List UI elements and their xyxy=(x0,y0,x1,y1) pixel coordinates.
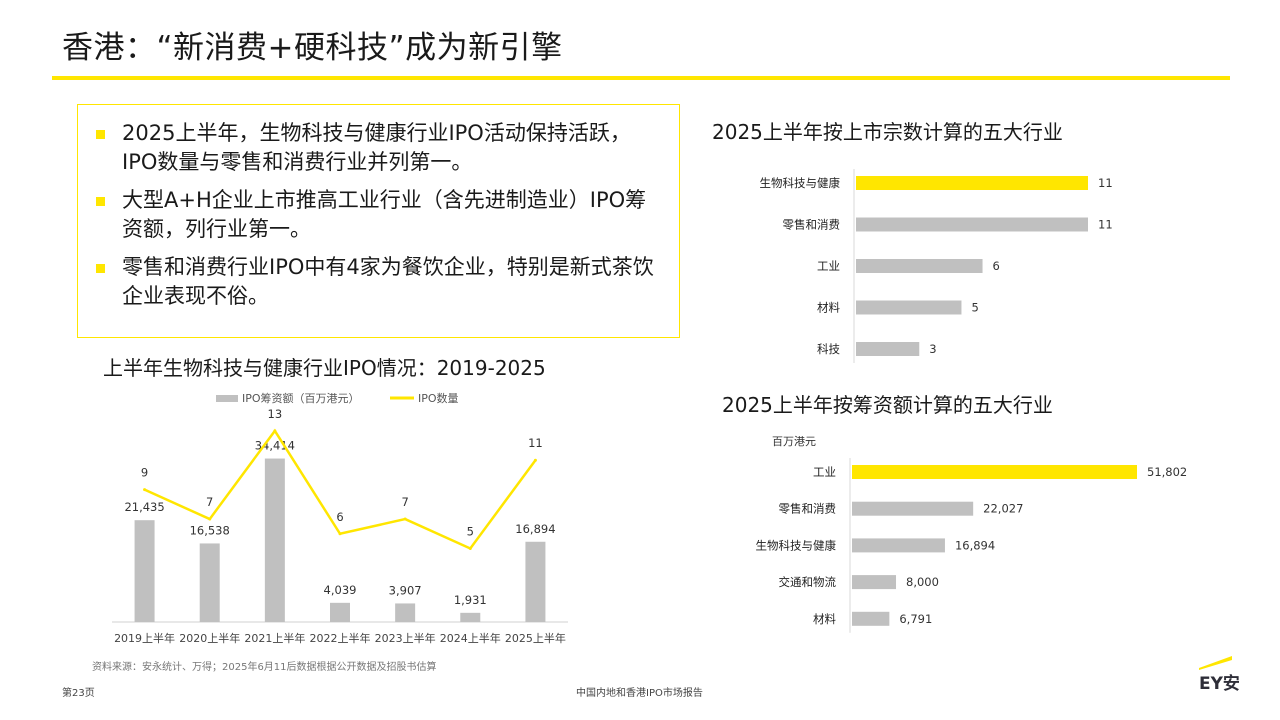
category-label: 生物科技与健康 xyxy=(756,538,837,552)
bar-data-label: 22,027 xyxy=(983,502,1023,516)
bar-ipo-funds xyxy=(134,520,155,622)
line-point xyxy=(143,488,147,492)
line-data-label: 7 xyxy=(206,495,213,509)
bar-ipo-funds xyxy=(525,541,546,622)
bar-data-label: 51,802 xyxy=(1147,465,1187,479)
bullet-text: 2025上半年，生物科技与健康行业IPO活动保持活跃，IPO数量与零售和消费行业… xyxy=(122,121,631,174)
bar xyxy=(856,300,962,315)
page-number: 第23页 xyxy=(62,688,95,699)
line-data-label: 9 xyxy=(141,466,148,480)
bullet-item: 2025上半年，生物科技与健康行业IPO活动保持活跃，IPO数量与零售和消费行业… xyxy=(96,119,665,177)
x-tick-label: 2023上半年 xyxy=(375,631,436,645)
x-tick-label: 2021上半年 xyxy=(244,631,305,645)
bar-data-label: 11 xyxy=(1098,218,1113,232)
bar xyxy=(856,217,1088,232)
report-name: 中国内地和香港IPO市场报告 xyxy=(576,688,703,699)
bar-data-label: 16,538 xyxy=(190,523,230,537)
bullet-item: 大型A+H企业上市推高工业行业（含先进制造业）IPO筹资额，列行业第一。 xyxy=(96,186,665,244)
bullet-item: 零售和消费行业IPO中有4家为餐饮企业，特别是新式茶饮企业表现不俗。 xyxy=(96,253,665,311)
count-chart-title: 2025上半年按上市宗数计算的五大行业 xyxy=(712,120,1063,144)
category-label: 材料 xyxy=(813,612,836,626)
legend-line-label: IPO数量 xyxy=(418,392,459,405)
x-tick-label: 2025上半年 xyxy=(505,631,566,645)
bullet-square-icon xyxy=(96,130,105,139)
bar-ipo-funds xyxy=(460,612,481,622)
bar xyxy=(852,611,890,626)
title-underline xyxy=(52,76,1230,80)
category-label: 交通和物流 xyxy=(779,575,837,589)
line-point xyxy=(273,429,277,433)
x-tick-label: 2020上半年 xyxy=(179,631,240,645)
unit-label: 百万港元 xyxy=(772,435,816,448)
page-title: 香港：“新消费+硬科技”成为新引擎 xyxy=(62,30,563,66)
ey-logo-text: EY安永 xyxy=(1199,673,1239,692)
bar-ipo-funds xyxy=(330,602,350,622)
legend-bar-label: IPO筹资额（百万港元） xyxy=(242,391,360,405)
biotech-ipo-combo-chart: IPO筹资额（百万港元） IPO数量 21,435 2019上半年 16,538 2020… xyxy=(112,391,568,645)
bullet-text: 大型A+H企业上市推高工业行业（含先进制造业）IPO筹资额，列行业第一。 xyxy=(122,188,647,241)
line-data-label: 13 xyxy=(268,407,283,421)
bar-data-label: 6 xyxy=(993,259,1000,273)
bar-ipo-funds xyxy=(199,543,220,622)
bar-data-label: 8,000 xyxy=(906,575,939,589)
top5-by-count-chart: 生物科技与健康 11 零售和消费 11 工业 6 材料 5 科技 3 xyxy=(760,169,1113,363)
bar-ipo-funds xyxy=(395,603,416,622)
category-label: 工业 xyxy=(813,465,836,479)
bullet-square-icon xyxy=(96,264,105,273)
bar-data-label: 4,039 xyxy=(324,583,357,597)
bar xyxy=(856,342,920,356)
bullet-text: 零售和消费行业IPO中有4家为餐饮企业，特别是新式茶饮企业表现不俗。 xyxy=(122,255,654,308)
category-label: 科技 xyxy=(817,342,840,356)
category-label: 工业 xyxy=(817,259,840,273)
bar-data-label: 11 xyxy=(1098,176,1113,190)
x-tick-label: 2022上半年 xyxy=(310,631,371,645)
line-data-label: 5 xyxy=(467,524,474,538)
category-label: 零售和消费 xyxy=(783,218,841,232)
bar-data-label: 1,931 xyxy=(454,593,487,607)
key-points-box: 2025上半年，生物科技与健康行业IPO活动保持活跃，IPO数量与零售和消费行业… xyxy=(77,104,680,338)
line-point xyxy=(468,546,472,550)
source-note: 资料来源：安永统计、万得；2025年6月11后数据根据公开数据及招股书估算 xyxy=(92,662,437,673)
line-data-label: 6 xyxy=(336,510,343,524)
bar-data-label: 3,907 xyxy=(389,583,422,597)
ey-logo: EY安永 xyxy=(1199,656,1239,692)
line-point xyxy=(403,517,407,521)
line-point xyxy=(208,517,212,521)
line-point xyxy=(533,458,537,462)
bar xyxy=(856,259,983,273)
line-data-label: 7 xyxy=(401,495,408,509)
legend-bar-swatch xyxy=(216,395,238,402)
ey-logo-beam-icon xyxy=(1199,656,1232,670)
bar xyxy=(852,465,1137,479)
x-tick-label: 2024上半年 xyxy=(440,631,501,645)
bar xyxy=(852,575,897,590)
biotech-chart-title: 上半年生物科技与健康行业IPO情况：2019-2025 xyxy=(103,356,546,380)
bullet-square-icon xyxy=(96,197,105,206)
line-point xyxy=(338,532,342,536)
bar-data-label: 6,791 xyxy=(899,612,932,626)
bar xyxy=(852,538,945,553)
bar xyxy=(856,176,1088,190)
bar-data-label: 16,894 xyxy=(955,538,995,552)
category-label: 生物科技与健康 xyxy=(760,176,841,190)
bar xyxy=(852,501,974,516)
category-label: 材料 xyxy=(817,301,840,315)
bar-data-label: 16,894 xyxy=(515,522,555,536)
line-data-label: 11 xyxy=(528,436,543,450)
funds-chart-title: 2025上半年按筹资额计算的五大行业 xyxy=(722,393,1053,417)
category-label: 零售和消费 xyxy=(779,502,837,516)
bar-ipo-funds xyxy=(264,458,285,622)
x-tick-label: 2019上半年 xyxy=(114,631,175,645)
bar-data-label: 5 xyxy=(971,301,978,315)
bar-data-label: 3 xyxy=(929,342,936,356)
bar-data-label: 21,435 xyxy=(124,500,164,514)
